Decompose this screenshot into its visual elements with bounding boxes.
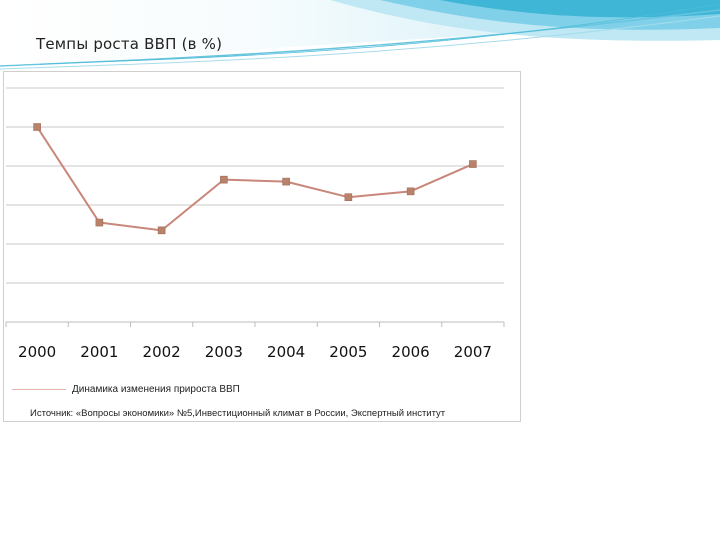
source-note: Источник: «Вопросы экономики» №5,Инвести…	[30, 408, 446, 419]
x-tick-label: 2001	[80, 343, 118, 361]
data-point	[282, 177, 290, 186]
data-point	[33, 123, 41, 131]
slide-header-banner	[0, 0, 720, 70]
legend-line-sample	[12, 389, 66, 390]
series-line	[36, 126, 474, 232]
x-tick-label: 2003	[205, 343, 243, 361]
x-tick-label: 2005	[329, 343, 367, 361]
chart-area: 2000 2001 2002 2003 2004 2005 2006 2007	[3, 71, 521, 422]
x-tick-label: 2000	[18, 343, 56, 361]
legend-label: Динамика изменения прироста ВВП	[72, 384, 240, 395]
x-tick-label: 2007	[454, 343, 492, 361]
line-chart: 2000 2001 2002 2003 2004 2005 2006 2007	[5, 87, 505, 361]
gridlines	[6, 87, 504, 323]
x-tick-label: 2002	[143, 343, 181, 361]
data-point	[95, 218, 104, 227]
data-point	[406, 187, 415, 196]
x-tick-label: 2006	[392, 343, 430, 361]
data-point	[469, 160, 477, 168]
series	[33, 123, 477, 235]
x-tick-label: 2004	[267, 343, 305, 361]
x-tick-labels: 2000 2001 2002 2003 2004 2005 2006 2007	[18, 343, 492, 361]
data-point	[220, 175, 228, 184]
data-point	[157, 226, 166, 235]
data-point	[344, 193, 353, 201]
slide-title: Темпы роста ВВП (в %)	[36, 35, 223, 53]
x-axis	[5, 322, 505, 327]
